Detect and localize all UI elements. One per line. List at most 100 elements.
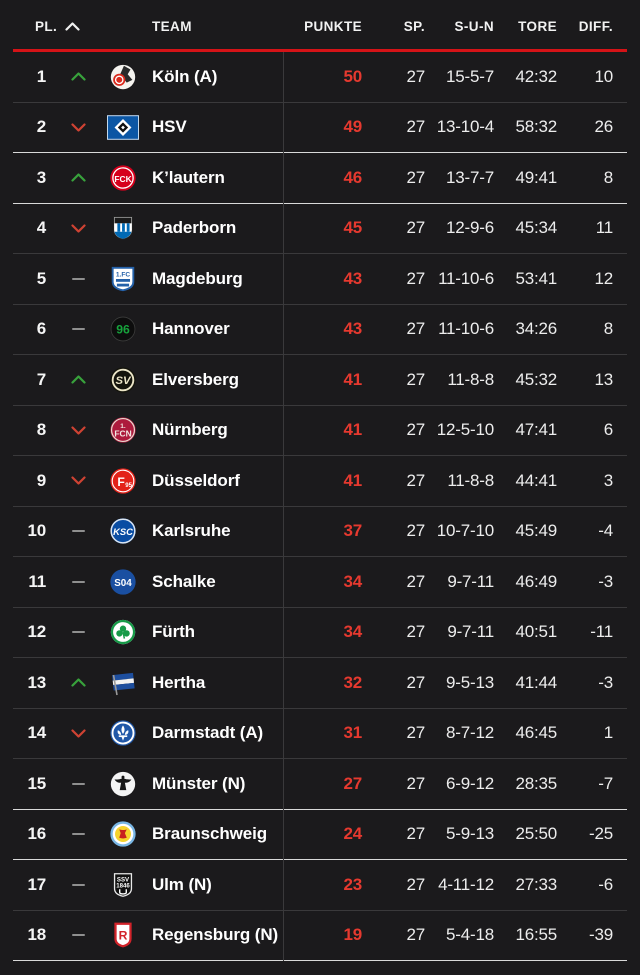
matches-value: 27 [406,167,425,187]
table-row[interactable]: 6 96 Hannover 43 27 11-10-6 34:26 8 [13,305,627,355]
table-row[interactable]: 11 S04 Schalke 34 27 9-7-11 46:49 -3 [13,557,627,608]
position-number: 1 [36,66,46,86]
team-name: Karlsruhe [152,521,231,541]
goal-diff-value: -3 [598,571,613,591]
position-number: 17 [27,874,46,894]
header-sun-label: S-U-N [454,19,494,34]
table-row[interactable]: 10 KSC Karlsruhe 37 27 10-7-10 45:49 -4 [13,507,627,557]
goals-value: 58:32 [515,117,557,137]
team-name: Darmstadt (A) [152,723,264,743]
svg-text:S04: S04 [114,578,132,589]
goal-diff-value: 1 [603,723,613,743]
table-row[interactable]: 8 1. FCN Nürnberg 41 27 12-5-10 47:41 6 [13,406,627,456]
team-name: Düsseldorf [152,470,240,490]
header-team-label: TEAM [152,19,192,34]
matches-value: 27 [406,268,425,288]
matches-value: 27 [406,521,425,541]
points-value: 34 [343,571,362,591]
table-row[interactable]: 5 1.FC Magdeburg 43 27 11-10-6 53:41 12 [13,254,627,305]
team-name: Nürnberg [152,420,228,440]
position-number: 9 [36,470,46,490]
goal-diff-value: 8 [603,319,613,339]
win-draw-loss-value: 12-9-6 [446,218,494,238]
magdeburg-crest-logo: 1.FC [96,264,150,294]
win-draw-loss-value: 5-4-18 [446,925,494,945]
team-name: Regensburg (N) [152,925,279,945]
goal-diff-value: -25 [589,824,613,844]
matches-value: 27 [406,925,425,945]
table-row[interactable]: 4 Paderborn 45 27 12-9-6 45:34 11 [13,204,627,254]
win-draw-loss-value: 11-10-6 [438,268,494,288]
goals-value: 27:33 [515,874,557,894]
position-number: 12 [27,622,46,642]
win-draw-loss-value: 10-7-10 [436,521,494,541]
win-draw-loss-value: 12-5-10 [436,420,494,440]
points-value: 45 [343,218,362,238]
svg-text:FCK: FCK [114,174,131,184]
points-value: 31 [343,723,362,743]
trend-same-icon [46,883,96,886]
matches-value: 27 [406,369,425,389]
matches-value: 27 [406,622,425,642]
win-draw-loss-value: 15-5-7 [446,66,494,86]
table-row[interactable]: 15 Münster (N) 27 27 6-9-12 28:35 -7 [13,759,627,810]
table-row[interactable]: 16 Braunschweig 24 27 5-9-13 25:50 -25 [13,810,627,860]
goals-value: 49:41 [515,167,557,187]
goal-diff-value: 11 [595,218,613,238]
goal-diff-value: -39 [589,925,613,945]
table-row[interactable]: 13 Hertha 32 27 9-5-13 41:44 -3 [13,658,627,709]
fck-crest-logo: FCK [96,163,150,193]
table-row[interactable]: 12 Fürth 34 27 9-7-11 40:51 -11 [13,608,627,658]
matches-value: 27 [406,470,425,490]
schalke-crest-logo: S04 [96,567,150,597]
table-body: 1 Köln (A) 50 27 15-5-7 42:32 10 2 HSV 4… [13,52,627,961]
trend-up-icon [46,173,96,182]
win-draw-loss-value: 13-7-7 [446,167,494,187]
goal-diff-value: -3 [598,672,613,692]
goals-value: 44:41 [515,470,557,490]
braunschweig-crest-logo [96,819,150,849]
win-draw-loss-value: 11-8-8 [447,470,494,490]
goals-value: 47:41 [515,420,557,440]
trend-same-icon [46,934,96,937]
sort-by-place-control[interactable]: PL. [13,19,150,34]
goals-value: 41:44 [515,672,557,692]
svg-text:1.: 1. [120,423,126,430]
goals-value: 40:51 [515,622,557,642]
points-value: 37 [343,521,362,541]
svg-text:R: R [119,929,128,943]
karlsruhe-crest-logo: KSC [96,516,150,546]
matches-value: 27 [406,571,425,591]
goal-diff-value: 6 [603,420,613,440]
position-number: 7 [36,369,46,389]
position-number: 6 [36,319,46,339]
trend-same-icon [46,328,96,331]
table-row[interactable]: 18 R Regensburg (N) 19 27 5-4-18 16:55 -… [13,911,627,961]
nuernberg-crest-logo: 1. FCN [96,415,150,445]
goals-value: 16:55 [515,925,557,945]
goal-diff-value: 10 [594,66,613,86]
table-row[interactable]: 7 SV Elversberg 41 27 11-8-8 45:32 13 [13,355,627,406]
goals-value: 42:32 [515,66,557,86]
team-name: HSV [152,117,187,137]
matches-value: 27 [406,420,425,440]
header-tore-label: TORE [518,19,557,34]
table-row[interactable]: 3 FCK K’lautern 46 27 13-7-7 49:41 8 [13,153,627,204]
trend-same-icon [46,530,96,533]
table-row[interactable]: 1 Köln (A) 50 27 15-5-7 42:32 10 [13,52,627,103]
points-value: 49 [343,117,362,137]
trend-same-icon [46,833,96,836]
table-header: PL. TEAM PUNKTE SP. S-U-N TORE DIFF. [13,0,627,52]
win-draw-loss-value: 4-11-12 [438,874,494,894]
team-name: Braunschweig [152,824,267,844]
trend-down-icon [46,426,96,435]
table-row[interactable]: 17 SSV 1846 Ulm (N) 23 27 4-11-12 27:33 -… [13,860,627,911]
matches-value: 27 [406,66,425,86]
koeln-crest-logo [96,62,150,92]
chevron-up-icon [65,22,80,31]
table-row[interactable]: 14 Darmstadt (A) 31 27 8-7-12 46:45 1 [13,709,627,759]
table-row[interactable]: 9 F 95 Düsseldorf 41 27 11-8-8 44:41 3 [13,456,627,507]
table-row[interactable]: 2 HSV 49 27 13-10-4 58:32 26 [13,103,627,153]
position-number: 18 [27,925,46,945]
